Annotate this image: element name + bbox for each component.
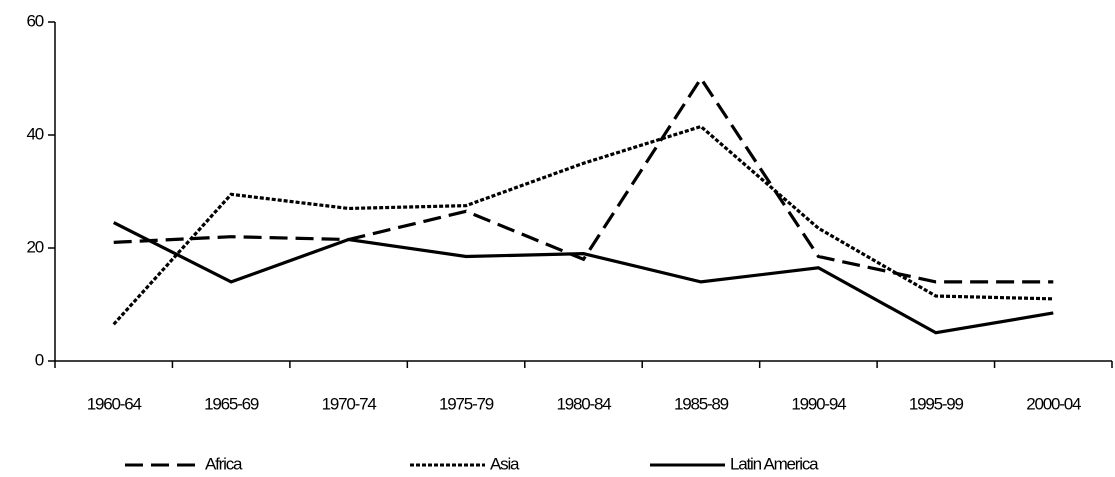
x-tick-label: 1990-94 bbox=[791, 394, 846, 413]
legend-label: Asia bbox=[490, 454, 520, 473]
x-tick-label: 2000-04 bbox=[1026, 394, 1081, 413]
y-tick-label: 60 bbox=[26, 11, 43, 30]
series-line bbox=[113, 75, 1054, 284]
series-line bbox=[113, 221, 1054, 335]
legend-label: Africa bbox=[205, 454, 243, 473]
y-tick-label: 40 bbox=[26, 124, 43, 143]
x-tick-label: 1970-74 bbox=[322, 394, 377, 413]
x-tick-label: 1960-64 bbox=[87, 394, 142, 413]
legend-label: Latin America bbox=[730, 454, 819, 473]
series-line bbox=[112, 124, 1054, 326]
x-tick-label: 1985-89 bbox=[674, 394, 729, 413]
x-tick-label: 1965-69 bbox=[204, 394, 259, 413]
y-tick-label: 0 bbox=[35, 350, 44, 369]
x-tick-label: 1975-79 bbox=[439, 394, 494, 413]
x-tick-label: 1995-99 bbox=[909, 394, 964, 413]
y-tick-label: 20 bbox=[26, 237, 43, 256]
x-tick-label: 1980-84 bbox=[557, 394, 612, 413]
